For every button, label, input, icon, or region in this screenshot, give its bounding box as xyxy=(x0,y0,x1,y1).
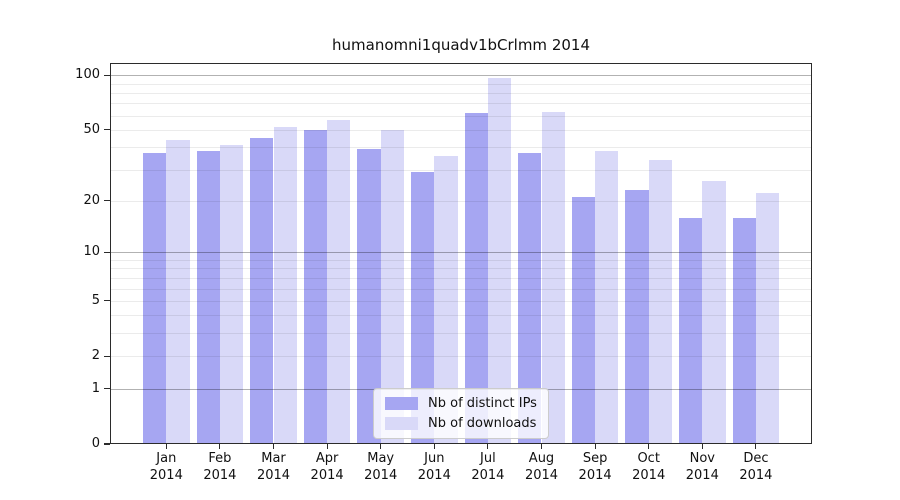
y-tick-100 xyxy=(104,74,110,76)
bar-downloads-jun xyxy=(434,155,458,444)
bars-layer xyxy=(110,63,812,444)
x-tick-jun xyxy=(433,444,435,449)
y-tick-label-50: 50 xyxy=(83,121,100,137)
bar-distinct-ips-may xyxy=(357,149,381,444)
gridline-minor-2 xyxy=(110,356,812,358)
bar-downloads-jul xyxy=(487,77,512,444)
x-tick-label-apr: Apr 2014 xyxy=(310,451,344,483)
x-tick-label-mar: Mar 2014 xyxy=(256,451,291,483)
y-tick-10 xyxy=(104,251,110,253)
bar-downloads-may xyxy=(380,129,404,444)
gridline-minor-30 xyxy=(110,169,812,171)
x-tick-label-jul: Jul 2014 xyxy=(471,451,505,483)
x-tick-label-nov: Nov 2014 xyxy=(685,451,719,483)
bar-distinct-ips-dec xyxy=(732,217,756,444)
gridline-minor-4 xyxy=(110,315,812,317)
legend-row-downloads: Nb of downloads xyxy=(385,416,537,431)
gridline-minor-3 xyxy=(110,333,812,335)
y-tick-label-1: 1 xyxy=(91,380,100,396)
gridline-minor-7 xyxy=(110,277,812,279)
y-tick-50 xyxy=(104,129,110,131)
y-tick-5 xyxy=(104,300,110,302)
bar-distinct-ips-feb xyxy=(196,151,220,444)
x-tick-label-oct: Oct 2014 xyxy=(632,451,666,483)
x-tick-sep xyxy=(594,444,596,449)
gridline-minor-6 xyxy=(110,288,812,290)
gridline-minor-80 xyxy=(110,92,812,94)
x-tick-label-dec: Dec 2014 xyxy=(739,451,773,483)
gridline-minor-8 xyxy=(110,268,812,270)
gridline-minor-40 xyxy=(110,147,812,149)
x-tick-aug xyxy=(540,444,543,449)
y-tick-1 xyxy=(104,388,110,390)
legend-row-distinct-ips: Nb of distinct IPs xyxy=(385,396,537,411)
bar-distinct-ips-jan xyxy=(143,153,167,444)
chart-title: humanomni1quadv1bCrlmm 2014 xyxy=(332,36,590,54)
y-tick-label-0: 0 xyxy=(91,436,100,451)
y-tick-0 xyxy=(104,443,110,445)
x-tick-jan xyxy=(165,444,167,449)
bar-distinct-ips-mar xyxy=(250,138,274,444)
gridline-minor-20 xyxy=(110,200,812,202)
x-tick-apr xyxy=(326,444,328,449)
x-tick-dec xyxy=(755,444,757,449)
x-tick-label-aug: Aug 2014 xyxy=(524,451,559,483)
gridline-minor-60 xyxy=(110,115,812,117)
bar-downloads-mar xyxy=(273,126,297,444)
bar-distinct-ips-jun xyxy=(411,172,435,444)
legend-swatch-downloads xyxy=(385,417,418,430)
bar-downloads-sep xyxy=(595,151,619,444)
y-tick-label-20: 20 xyxy=(83,192,100,208)
bar-distinct-ips-oct xyxy=(625,190,649,444)
gridline-minor-70 xyxy=(110,103,812,105)
plot-area xyxy=(110,63,812,444)
x-tick-jul xyxy=(487,444,489,449)
y-tick-2 xyxy=(104,355,110,357)
bar-downloads-jan xyxy=(166,139,190,444)
gridline-minor-50 xyxy=(110,129,812,131)
gridline-minor-9 xyxy=(110,260,812,261)
x-tick-may xyxy=(380,444,382,449)
x-tick-nov xyxy=(701,444,703,449)
x-tick-label-jun: Jun 2014 xyxy=(417,451,451,483)
gridline-major-100 xyxy=(110,75,812,77)
x-tick-label-feb: Feb 2014 xyxy=(203,451,237,483)
bar-distinct-ips-nov xyxy=(679,217,703,444)
bar-downloads-nov xyxy=(702,180,726,444)
gridline-minor-90 xyxy=(110,83,812,85)
bar-downloads-feb xyxy=(219,145,244,444)
bar-downloads-oct xyxy=(648,159,672,444)
grid-layer xyxy=(110,63,812,444)
legend-label-distinct-ips: Nb of distinct IPs xyxy=(428,396,537,411)
bar-distinct-ips-sep xyxy=(571,197,596,444)
bar-distinct-ips-aug xyxy=(518,153,542,444)
bar-distinct-ips-apr xyxy=(303,129,328,444)
plot-frame xyxy=(110,63,812,444)
x-tick-label-sep: Sep 2014 xyxy=(578,451,612,483)
bar-downloads-dec xyxy=(755,193,780,444)
gridline-minor-5 xyxy=(110,300,812,302)
y-tick-label-100: 100 xyxy=(75,67,100,83)
x-tick-feb xyxy=(219,444,221,449)
x-tick-label-jan: Jan 2014 xyxy=(149,451,183,483)
legend: Nb of distinct IPs Nb of downloads xyxy=(373,388,549,439)
x-tick-mar xyxy=(272,444,275,449)
legend-label-downloads: Nb of downloads xyxy=(428,416,537,431)
y-tick-label-5: 5 xyxy=(91,292,100,308)
y-tick-label-2: 2 xyxy=(91,348,100,364)
gridline-major-10 xyxy=(110,252,812,254)
bar-downloads-apr xyxy=(327,119,351,444)
x-tick-label-may: May 2014 xyxy=(364,451,398,483)
y-tick-label-10: 10 xyxy=(83,244,100,260)
bar-distinct-ips-jul xyxy=(464,112,488,444)
y-tick-20 xyxy=(104,200,110,202)
legend-swatch-distinct-ips xyxy=(385,397,418,410)
x-tick-oct xyxy=(648,444,650,449)
bar-downloads-aug xyxy=(541,111,565,444)
